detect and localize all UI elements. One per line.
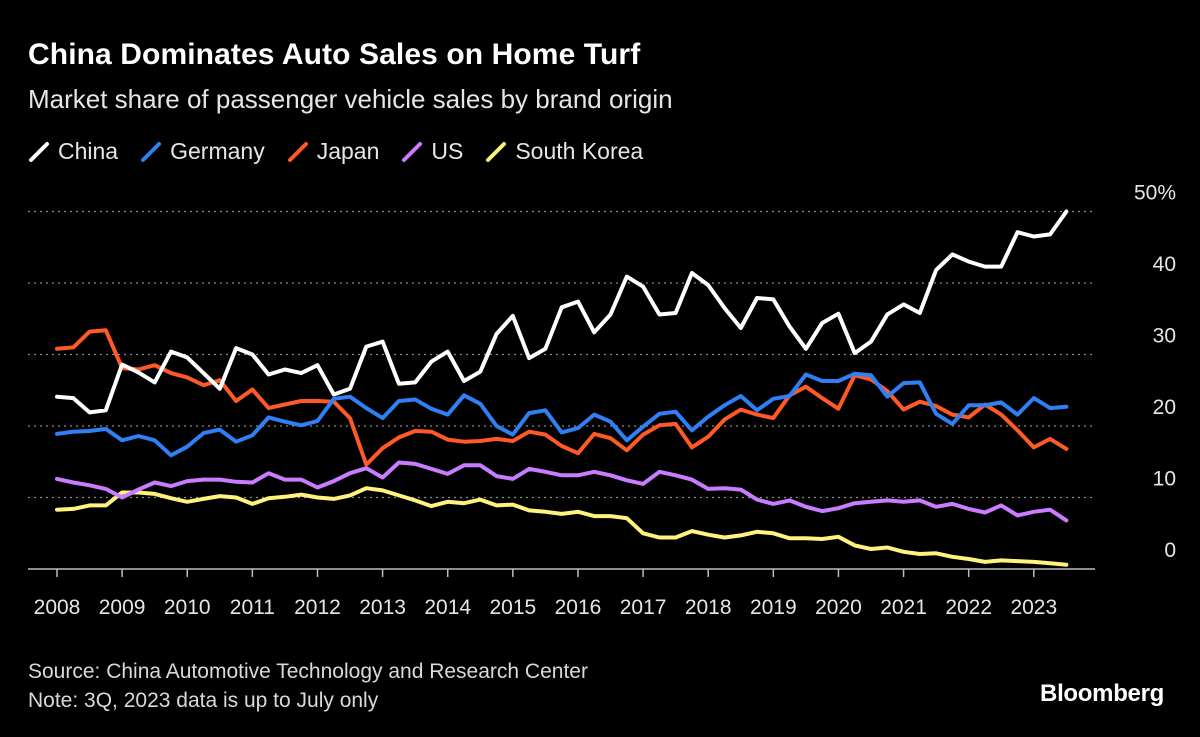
source-note: Source: China Automotive Technology and … — [28, 660, 588, 683]
bloomberg-logo: Bloomberg — [1040, 680, 1164, 707]
x-tick-label-2011: 2011 — [230, 596, 275, 619]
legend-item-germany: Germany — [140, 138, 265, 165]
legend-label-us: US — [431, 138, 464, 164]
series-line-germany — [55, 371, 1069, 458]
y-tick-label-30: 30 — [1153, 325, 1176, 348]
legend-label-japan: Japan — [316, 138, 380, 164]
legend-label-south-korea: South Korea — [515, 138, 644, 164]
legend-swatch-japan — [287, 141, 308, 162]
x-tick-label-2019: 2019 — [750, 596, 797, 619]
legend-item-south-korea: South Korea — [485, 138, 643, 165]
x-tick-label-2016: 2016 — [555, 596, 602, 619]
series-line-japan — [55, 328, 1069, 467]
legend-swatch-us — [402, 141, 423, 162]
legend-swatch-south-korea — [486, 141, 507, 162]
data-note: Note: 3Q, 2023 data is up to July only — [28, 689, 379, 712]
series-line-south-korea — [55, 486, 1069, 567]
legend-swatch-germany — [141, 141, 162, 162]
x-tick-label-2022: 2022 — [945, 596, 992, 619]
legend-label-germany: Germany — [170, 138, 265, 164]
x-tick-label-2013: 2013 — [359, 596, 406, 619]
x-tick-label-2021: 2021 — [880, 596, 927, 619]
x-tick-label-2023: 2023 — [1010, 596, 1057, 619]
footer: Source: China Automotive Technology and … — [28, 657, 588, 715]
x-tick-label-2014: 2014 — [424, 596, 471, 619]
x-tick-label-2008: 2008 — [34, 596, 81, 619]
x-tick-label-2015: 2015 — [489, 596, 536, 619]
y-tick-label-20: 20 — [1153, 396, 1176, 419]
y-tick-label-50: 50% — [1134, 182, 1176, 205]
x-tick-label-2009: 2009 — [99, 596, 146, 619]
legend-item-us: US — [401, 138, 463, 165]
legend-item-china: China — [28, 138, 118, 165]
series-line-us — [55, 460, 1069, 523]
chart-title: China Dominates Auto Sales on Home Turf — [28, 38, 641, 71]
legend-label-china: China — [58, 138, 119, 164]
legend-item-japan: Japan — [287, 138, 380, 165]
legend-swatch-china — [29, 141, 49, 162]
x-tick-label-2012: 2012 — [294, 596, 341, 619]
y-tick-label-0: 0 — [1164, 539, 1176, 562]
x-tick-label-2017: 2017 — [620, 596, 667, 619]
x-tick-label-2020: 2020 — [815, 596, 862, 619]
x-tick-label-2018: 2018 — [685, 596, 732, 619]
legend: China Germany Japan US South Korea — [28, 138, 643, 165]
y-tick-label-10: 10 — [1153, 468, 1176, 491]
series-line-china — [55, 209, 1069, 415]
x-tick-label-2010: 2010 — [164, 596, 211, 619]
chart-subtitle: Market share of passenger vehicle sales … — [28, 84, 673, 114]
y-tick-label-40: 40 — [1153, 253, 1176, 276]
